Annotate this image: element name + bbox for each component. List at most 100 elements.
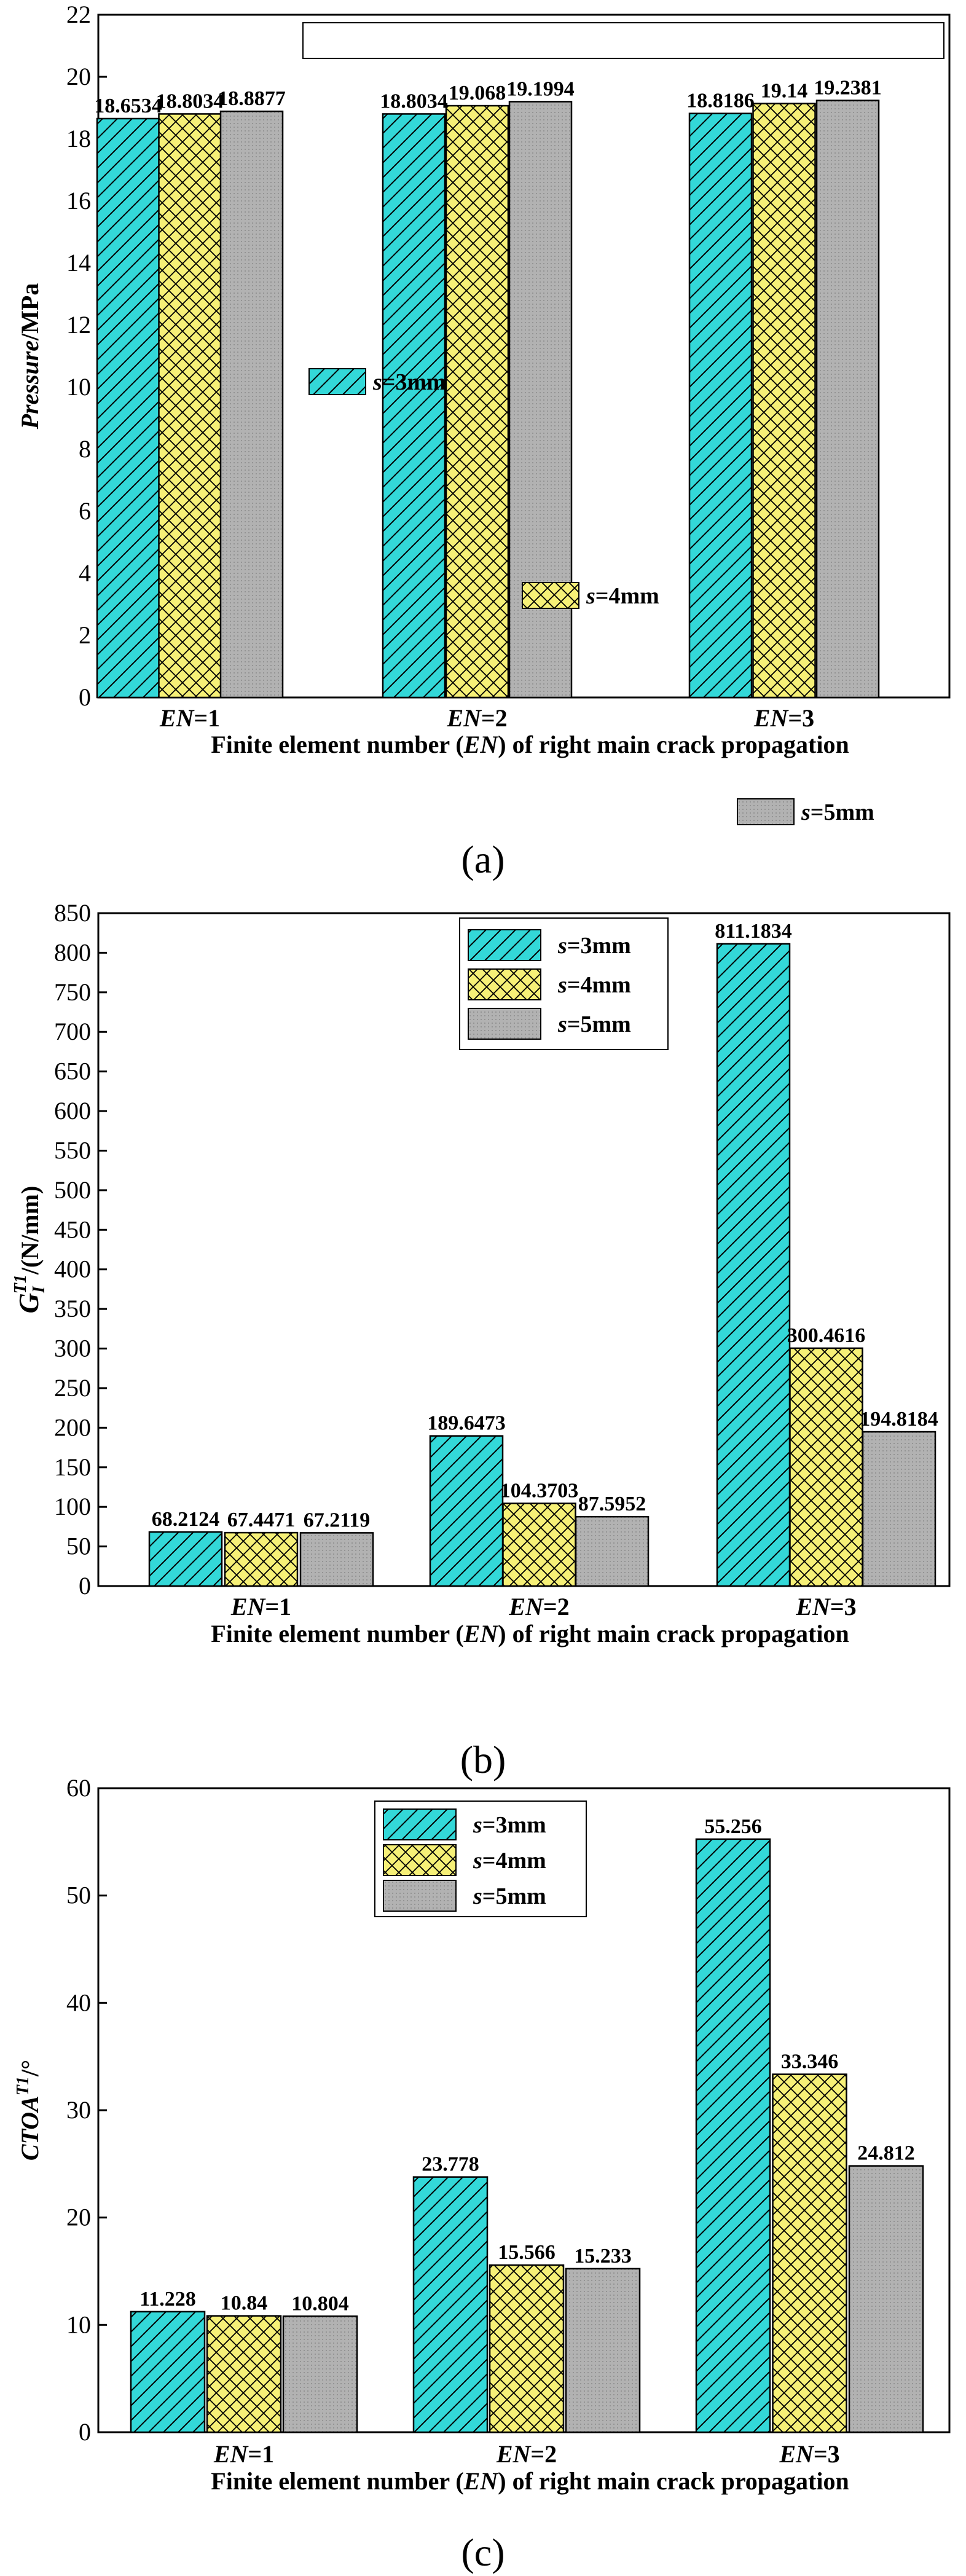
legend-label-s4: s=4mm [557,972,631,998]
panel-label: (a) [461,838,505,881]
y-tick-label: 20 [66,63,91,90]
legend-label-s3: s=3mm [372,369,446,395]
data-label: 18.8034 [156,90,224,112]
panel-label: (b) [460,1738,506,1781]
y-tick-label: 2 [79,621,91,649]
x-category-label: EN=1 [230,1593,291,1620]
y-tick-label: 150 [54,1453,91,1481]
x-category-label: EN=2 [446,704,507,732]
data-label: 33.346 [781,2051,839,2073]
bar-s5-3 [848,2165,924,2433]
x-category-label: EN=1 [159,704,220,732]
x-category-label: EN=2 [508,1593,569,1620]
legend-swatch-s3 [308,368,366,395]
bar-s5-1 [299,1532,374,1587]
y-tick-label: 0 [79,683,91,711]
legend-swatch-s5 [737,798,795,825]
chart-c-ctoa: 0 10 20 30 40 50 60 11.228 23.778 55.256 10.84 15.5… [14,1774,951,2574]
x-category-label: EN=2 [496,2440,557,2468]
y-tick-label: 10 [66,373,91,401]
y-tick-label: 450 [54,1215,91,1243]
bar-s5-3 [815,100,880,699]
bar-s3-2 [429,1435,504,1587]
bar-s5-2 [575,1515,650,1587]
y-tick-label: 50 [66,1882,91,1909]
data-label: 15.233 [574,2245,632,2268]
data-label: 87.5952 [578,1493,646,1515]
bar-s5-1 [219,110,284,699]
data-label: 19.068 [449,82,506,104]
data-label: 68.2124 [152,1508,220,1531]
legend-label-s5: s=5mm [473,1883,546,1909]
bar-s4-3 [752,103,816,699]
y-tick-label: 200 [54,1413,91,1441]
bar-s3-3 [695,1838,771,2433]
data-label: 104.3703 [500,1480,579,1502]
y-tick-label: 0 [79,1572,91,1600]
y-tick-label: 850 [54,899,91,927]
data-label: 19.2381 [814,76,882,99]
bar-s3-1 [96,117,160,699]
y-tick-label: 250 [54,1374,91,1402]
data-label: 11.228 [139,2288,196,2311]
bar-s3-1 [148,1531,223,1587]
x-axis-title: Finite element number (EN) of right main… [211,2467,849,2495]
bar-s5-2 [565,2268,641,2433]
data-label: 24.812 [857,2142,915,2165]
y-tick-label: 300 [54,1335,91,1362]
legend-swatch-s4 [468,968,541,1000]
data-label: 194.8184 [860,1408,938,1431]
bar-s4-2 [445,104,509,699]
y-tick-label: 500 [54,1176,91,1204]
data-label: 300.4616 [787,1324,866,1347]
y-tick-label: 30 [66,2096,91,2124]
bar-s5-1 [282,2315,358,2433]
data-label: 18.8877 [218,87,286,110]
legend-swatch-s5 [383,1880,457,1912]
data-label: 18.8034 [380,90,448,112]
data-label: 10.84 [221,2292,268,2315]
y-tick-label: 700 [54,1018,91,1045]
data-label: 19.14 [761,79,808,102]
legend-label-s5: s=5mm [557,1011,631,1037]
bar-s5-3 [862,1431,937,1587]
y-tick-label: 22 [66,1,91,28]
y-tick-label: 50 [66,1533,91,1560]
y-tick-label: 550 [54,1136,91,1164]
y-tick-label: 100 [54,1493,91,1520]
y-axis-title: GIT1/(N/mm) [11,1186,49,1314]
x-category-label: EN=3 [795,1593,856,1620]
y-tick-label: 40 [66,1989,91,2016]
panel-label: (c) [461,2531,505,2574]
y-tick-label: 650 [54,1058,91,1085]
y-tick-label: 0 [79,2418,91,2446]
y-tick-label: 8 [79,435,91,463]
legend-label-s4: s=4mm [473,1848,546,1874]
legend-swatch-s4 [522,582,579,609]
data-label: 23.778 [422,2153,479,2176]
data-label: 19.1994 [506,77,575,100]
legend-swatch-s4 [383,1844,457,1876]
legend-label-s3: s=3mm [473,1812,546,1838]
bar-s4-1 [158,113,222,699]
bar-s3-2 [412,2176,489,2433]
bar-s4-2 [489,2264,565,2433]
data-label: 18.6534 [94,95,162,117]
y-tick-label: 4 [79,559,91,587]
y-axis-title: CTOAT1/° [14,2060,44,2161]
data-label: 67.4471 [227,1509,296,1531]
y-tick-label: 12 [66,311,91,339]
x-axis-title: Finite element number (EN) of right main… [211,1620,849,1647]
x-category-label: EN=3 [753,704,814,732]
y-tick-label: 400 [54,1255,91,1283]
y-tick-label: 350 [54,1295,91,1322]
legend-swatch-s3 [468,929,541,961]
legend-swatch-s3 [383,1808,457,1840]
data-label: 18.8186 [686,90,755,112]
chart-b-energy-release-rate: 0 50 100 150 200 250 300 350 400 450 500 550 600 650 7… [11,899,951,1781]
bar-s4-3 [772,2073,847,2433]
y-tick-label: 60 [66,1774,91,1802]
legend-label-s3: s=3mm [557,933,631,959]
